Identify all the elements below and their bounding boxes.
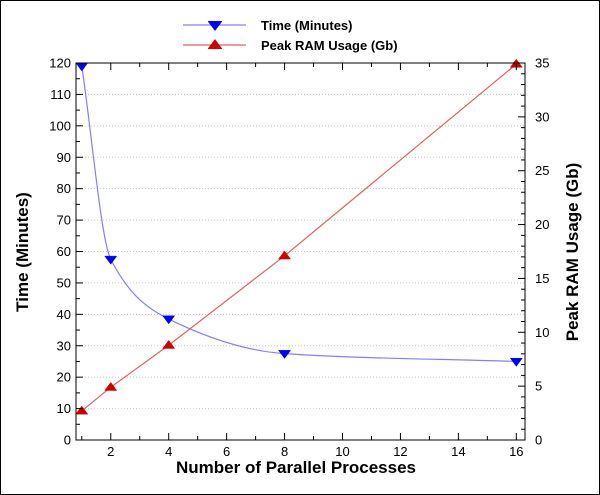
y-left-tick-label: 60 bbox=[57, 244, 71, 259]
y-left-tick-label: 110 bbox=[50, 87, 71, 102]
y-left-tick-label: 50 bbox=[57, 275, 71, 290]
y-left-tick-label: 90 bbox=[57, 150, 71, 165]
x-tick-label: 14 bbox=[451, 444, 465, 459]
y-right-tick-label: 35 bbox=[535, 56, 549, 71]
y-right-tick-label: 10 bbox=[535, 325, 549, 340]
data-point-ram bbox=[162, 339, 176, 349]
y-axis-right-title: Peak RAM Usage (Gb) bbox=[563, 163, 582, 342]
y-right-tick-label: 20 bbox=[535, 217, 549, 232]
y-right-tick-label: 25 bbox=[535, 163, 549, 178]
y-left-tick-label: 30 bbox=[57, 338, 71, 353]
x-tick-label: 6 bbox=[223, 444, 230, 459]
y-left-tick-label: 80 bbox=[57, 181, 71, 196]
y-right-tick-label: 0 bbox=[535, 433, 542, 448]
x-tick-label: 2 bbox=[107, 444, 114, 459]
grid bbox=[76, 93, 525, 410]
data-point-time bbox=[278, 350, 292, 359]
x-tick-label: 16 bbox=[509, 444, 523, 459]
y-left-tick-label: 120 bbox=[49, 56, 71, 71]
x-axis-title: Number of Parallel Processes bbox=[176, 458, 416, 477]
y-axis-left-title: Time (Minutes) bbox=[13, 192, 32, 312]
series-line-ram bbox=[81, 63, 517, 412]
y-left-tick-label: 0 bbox=[64, 433, 71, 448]
series-markers bbox=[75, 58, 523, 415]
series-lines bbox=[81, 63, 517, 412]
y-right-tick-label: 15 bbox=[535, 271, 549, 286]
legend-label-time: Time (Minutes) bbox=[261, 18, 353, 33]
data-point-time bbox=[104, 255, 118, 265]
data-point-time bbox=[509, 357, 523, 367]
legend-marker-ram bbox=[207, 38, 223, 50]
data-point-ram bbox=[75, 405, 89, 415]
series-line-time bbox=[81, 66, 517, 363]
data-point-time bbox=[162, 315, 176, 325]
legend: Time (Minutes) Peak RAM Usage (Gb) bbox=[183, 18, 398, 53]
y-left-tick-label: 40 bbox=[57, 307, 71, 322]
y-left-tick-label: 100 bbox=[49, 118, 71, 133]
legend-marker-time bbox=[207, 20, 223, 32]
y-right-tick-label: 5 bbox=[535, 379, 542, 394]
legend-label-ram: Peak RAM Usage (Gb) bbox=[261, 38, 398, 53]
data-point-ram bbox=[104, 381, 118, 391]
x-tick-label: 8 bbox=[281, 444, 288, 459]
x-tick-label: 12 bbox=[393, 444, 407, 459]
data-point-ram bbox=[278, 250, 292, 260]
ticks: 2 4 6 8 10 12 14 160102030405060708090100110120… bbox=[49, 56, 549, 460]
y-left-tick-label: 20 bbox=[57, 370, 71, 385]
y-left-tick-label: 70 bbox=[57, 213, 71, 228]
x-tick-label: 4 bbox=[165, 444, 172, 459]
y-left-tick-label: 10 bbox=[57, 401, 71, 416]
x-tick-label: 10 bbox=[335, 444, 349, 459]
y-right-tick-label: 30 bbox=[535, 109, 549, 124]
